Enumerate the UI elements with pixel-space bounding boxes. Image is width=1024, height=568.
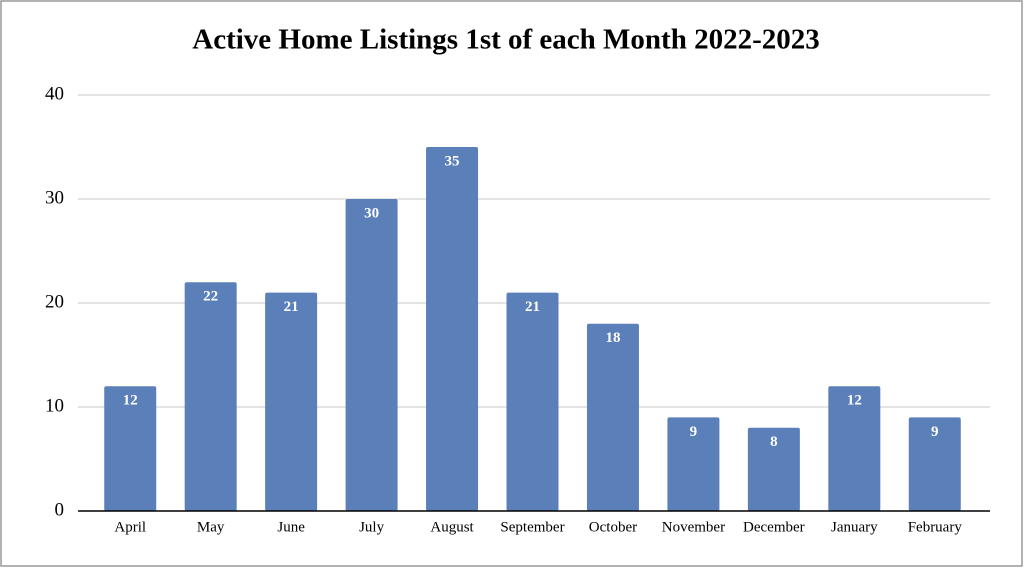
- value-label: 18: [605, 330, 620, 346]
- x-tick-label: July: [359, 519, 385, 535]
- x-tick-label: April: [114, 519, 146, 535]
- x-tick-label: May: [197, 519, 225, 535]
- bar: [828, 386, 881, 511]
- y-tick-label: 30: [45, 187, 64, 208]
- y-tick-label: 20: [45, 291, 64, 312]
- chart-title: Active Home Listings 1st of each Month 2…: [192, 24, 819, 56]
- y-tick-label: 10: [45, 395, 64, 416]
- bar: [184, 282, 237, 511]
- bar: [426, 147, 479, 511]
- value-label: 21: [525, 299, 540, 315]
- x-tick-label: December: [743, 519, 805, 535]
- y-tick-label: 40: [45, 83, 64, 104]
- y-tick-label: 0: [55, 499, 65, 520]
- bar: [747, 427, 800, 511]
- bar: [265, 292, 318, 511]
- bar: [908, 417, 961, 511]
- value-label: 9: [690, 424, 698, 440]
- value-label: 21: [284, 299, 299, 315]
- x-tick-label: September: [500, 519, 564, 535]
- x-tick-label: October: [589, 519, 637, 535]
- x-tick-label: February: [908, 519, 963, 535]
- bar: [506, 292, 559, 511]
- bar: [345, 199, 398, 511]
- value-label: 12: [123, 393, 138, 409]
- bar: [586, 323, 639, 511]
- x-tick-label: June: [277, 519, 305, 535]
- x-tick-label: January: [831, 519, 878, 535]
- bar: [667, 417, 720, 511]
- bar: [104, 386, 157, 511]
- x-tick-label: November: [662, 519, 725, 535]
- value-label: 30: [364, 205, 379, 221]
- value-label: 12: [847, 393, 862, 409]
- value-label: 22: [203, 289, 218, 305]
- x-tick-label: August: [430, 519, 474, 535]
- value-label: 35: [445, 153, 460, 169]
- value-label: 8: [770, 434, 778, 450]
- value-label: 9: [931, 424, 939, 440]
